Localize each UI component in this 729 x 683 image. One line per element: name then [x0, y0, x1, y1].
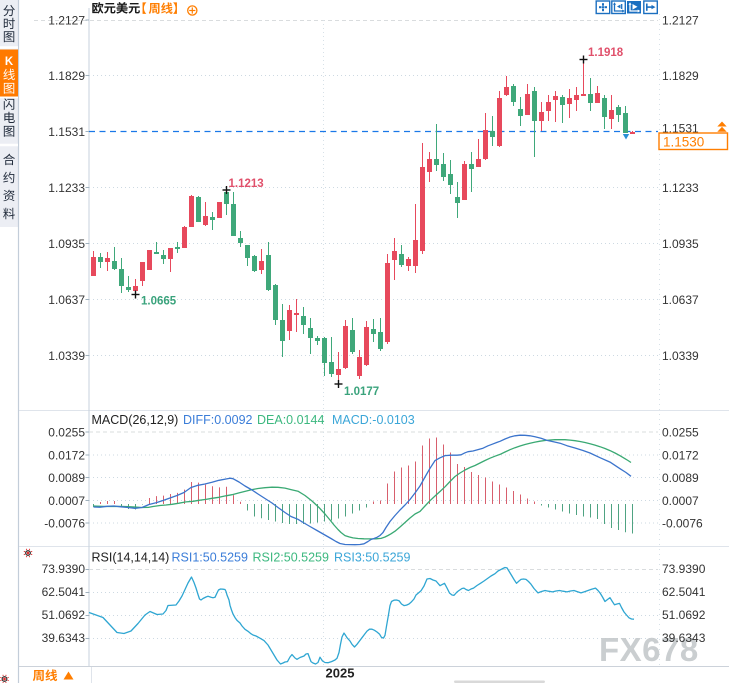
svg-text:0.0255: 0.0255	[48, 425, 85, 439]
svg-text:0.0007: 0.0007	[48, 494, 85, 508]
svg-text:62.5041: 62.5041	[42, 585, 86, 599]
svg-text:1.2127: 1.2127	[48, 13, 85, 27]
svg-text:51.0692: 51.0692	[662, 608, 706, 622]
svg-text:FX678: FX678	[599, 631, 699, 668]
svg-text:1.1213: 1.1213	[229, 178, 264, 190]
svg-text:RSI3:50.5259: RSI3:50.5259	[334, 551, 410, 565]
svg-text:1.0935: 1.0935	[48, 237, 85, 251]
svg-text:1.1829: 1.1829	[662, 69, 699, 83]
svg-text:1.1233: 1.1233	[662, 181, 699, 195]
svg-text:1.0637: 1.0637	[48, 293, 85, 307]
svg-text:1.1531: 1.1531	[48, 125, 85, 139]
svg-text:0.0172: 0.0172	[48, 448, 85, 462]
svg-text:RSI2:50.5259: RSI2:50.5259	[253, 551, 329, 565]
svg-text:1.0177: 1.0177	[344, 386, 379, 398]
svg-text:DEA:0.0144: DEA:0.0144	[257, 413, 324, 427]
svg-text:1.0339: 1.0339	[48, 349, 85, 363]
svg-text:39.6343: 39.6343	[662, 631, 706, 645]
svg-text:1.1918: 1.1918	[588, 47, 624, 59]
svg-text:1.2127: 1.2127	[662, 13, 699, 27]
svg-text:RSI1:50.5259: RSI1:50.5259	[172, 551, 248, 565]
svg-text:39.6343: 39.6343	[42, 631, 86, 645]
svg-text:1.1531: 1.1531	[662, 121, 699, 135]
svg-text:1.0935: 1.0935	[662, 237, 699, 251]
svg-text:1.0339: 1.0339	[662, 349, 699, 363]
svg-text:-0.0076: -0.0076	[44, 516, 85, 530]
svg-text:K: K	[5, 56, 14, 68]
svg-text:RSI(14,14,14): RSI(14,14,14)	[92, 551, 170, 565]
svg-text:73.9390: 73.9390	[662, 562, 706, 576]
svg-text:73.9390: 73.9390	[42, 562, 86, 576]
svg-text:0.0089: 0.0089	[48, 471, 85, 485]
svg-text:1.1233: 1.1233	[48, 181, 85, 195]
svg-text:1.1829: 1.1829	[48, 69, 85, 83]
svg-text:0.0255: 0.0255	[662, 425, 699, 439]
svg-text:62.5041: 62.5041	[662, 585, 706, 599]
svg-text:51.0692: 51.0692	[42, 608, 86, 622]
svg-text:1.1530: 1.1530	[663, 134, 704, 149]
svg-text:MACD(26,12,9): MACD(26,12,9)	[92, 413, 179, 427]
svg-text:1.0665: 1.0665	[141, 296, 177, 308]
svg-text:1.0637: 1.0637	[662, 293, 699, 307]
svg-text:0.0089: 0.0089	[662, 471, 699, 485]
svg-text:MACD:-0.0103: MACD:-0.0103	[332, 413, 415, 427]
svg-text:2025: 2025	[326, 666, 355, 681]
svg-text:-0.0076: -0.0076	[662, 516, 703, 530]
svg-text:DIFF:0.0092: DIFF:0.0092	[183, 413, 253, 427]
svg-text:0.0172: 0.0172	[662, 448, 699, 462]
svg-text:0.0007: 0.0007	[662, 494, 699, 508]
